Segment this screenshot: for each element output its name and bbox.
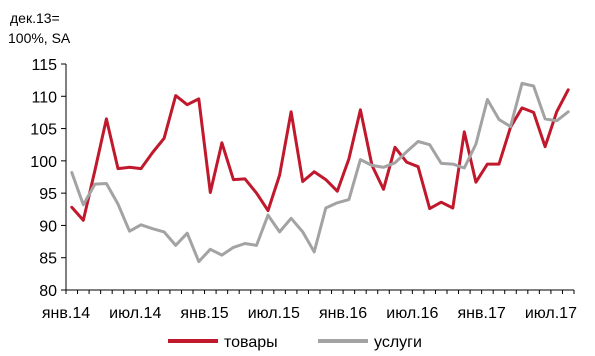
- y-tick-label: 100: [30, 154, 57, 171]
- y-tick-label: 105: [30, 122, 57, 139]
- y-tick-label: 110: [31, 89, 57, 106]
- legend: товары услуги: [168, 334, 422, 351]
- x-tick-label: янв.14: [42, 305, 90, 322]
- x-tick-label: июл.15: [248, 305, 300, 322]
- y-tick-label: 80: [39, 283, 57, 300]
- y-unit-label-line2: 100%, SA: [8, 30, 71, 46]
- x-tick-label: июл.14: [109, 305, 161, 322]
- series-line: [70, 81, 570, 264]
- y-axis: 80 85 90 95 100 105 110 115: [30, 57, 67, 300]
- y-tick-label: 85: [39, 251, 57, 268]
- legend-label: услуги: [374, 334, 422, 351]
- x-tick-label: янв.17: [458, 305, 506, 322]
- series-lines: [70, 81, 570, 264]
- legend-label: товары: [224, 334, 278, 351]
- y-tick-label: 90: [39, 218, 57, 235]
- x-tick-label: июл.16: [386, 305, 438, 322]
- x-tick-label: янв.15: [180, 305, 228, 322]
- series-line: [70, 88, 570, 222]
- y-tick-label: 95: [39, 186, 57, 203]
- x-tick-label: янв.16: [319, 305, 367, 322]
- x-axis: янв.14 июл.14 янв.15 июл.15 янв.16 июл.16 янв.…: [42, 289, 577, 322]
- x-tick-label: июл.17: [525, 305, 577, 322]
- y-tick-label: 115: [31, 57, 57, 74]
- y-unit-label-line1: дек.13=: [10, 10, 60, 26]
